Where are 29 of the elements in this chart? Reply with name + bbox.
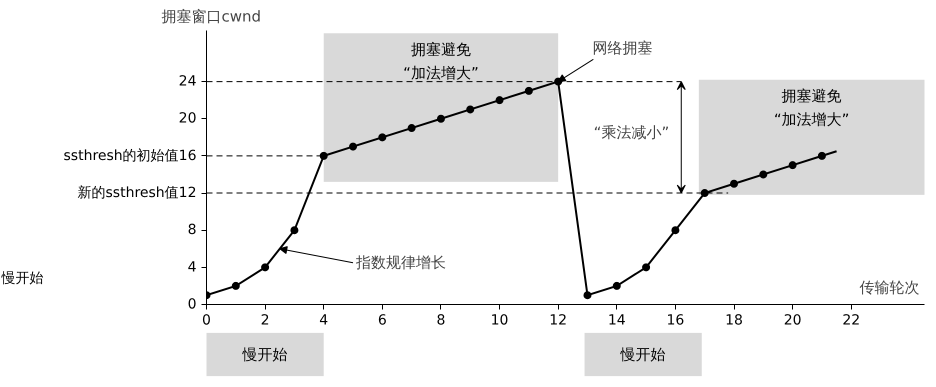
y-tick-label: 8 [188, 222, 197, 238]
x-axis-title: 传输轮次 [859, 278, 920, 296]
x-tick-label: 4 [319, 312, 328, 328]
text: 慢开始 [242, 346, 288, 364]
x-tick-label: 10 [490, 312, 508, 328]
x-tick-label: 8 [436, 312, 446, 328]
x-tick-label: 0 [202, 312, 211, 328]
y-tick-label: 4 [188, 259, 197, 276]
x-tick-label: 12 [549, 312, 568, 328]
y-tick-label: ssthresh的初始值16 [64, 148, 197, 164]
x-tick-label: 22 [842, 312, 860, 328]
x-tick-label: 18 [725, 312, 743, 328]
text: 慢开始 [0, 270, 44, 286]
annotation: 指数规律增长 [354, 254, 446, 272]
y-axis-title: 拥塞窗口cwnd [162, 8, 262, 26]
x-tick-label: 2 [260, 312, 270, 328]
x-tick-label: 16 [666, 312, 684, 328]
y-tick-label: 24 [178, 74, 197, 90]
band-label: 拥塞避免 “加法增大” [774, 87, 850, 129]
annotation: “乘法减小” [594, 124, 670, 142]
x-tick-label: 20 [784, 312, 802, 328]
x-tick-label: 14 [608, 312, 626, 328]
x-tick-label: 6 [378, 312, 387, 328]
annotation: 网络拥塞 [592, 39, 653, 58]
band-label: 拥塞避免 “加法增大” [403, 40, 479, 82]
text: 慢开始 [620, 346, 666, 364]
y-tick-label: 20 [178, 110, 197, 127]
y-tick-label: 0 [188, 296, 197, 312]
y-tick-label: 新的ssthresh值12 [78, 185, 197, 202]
